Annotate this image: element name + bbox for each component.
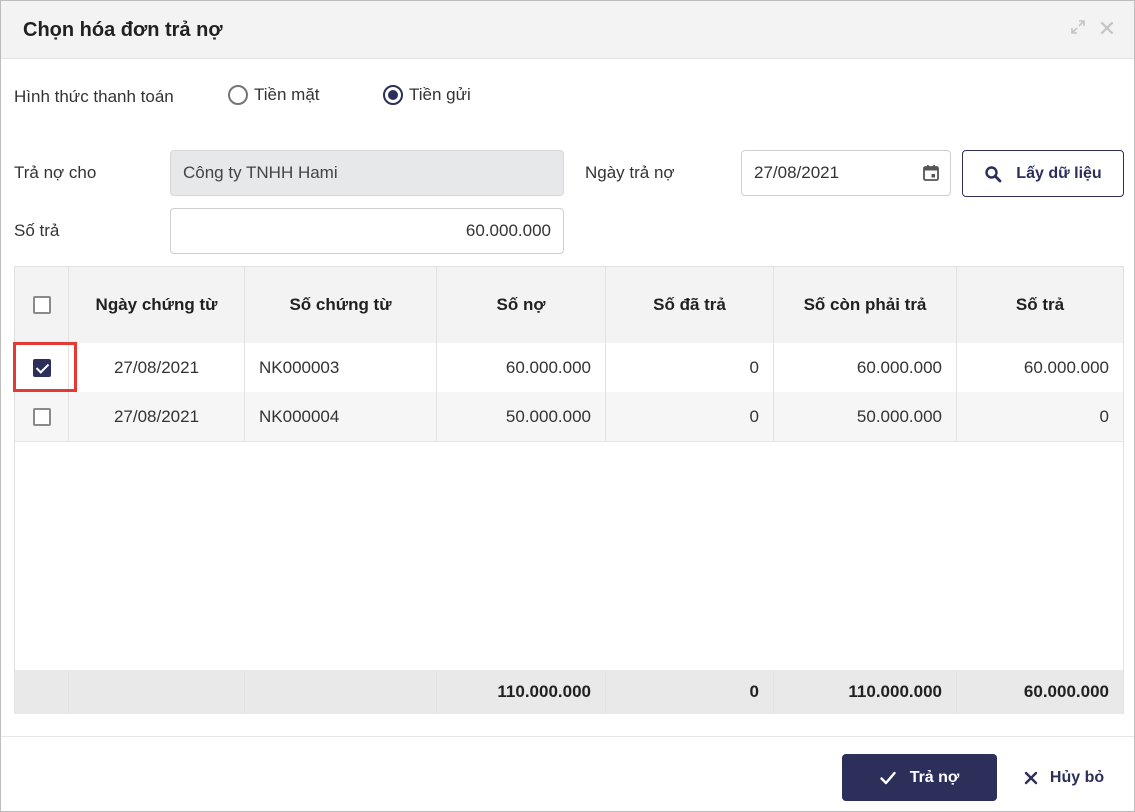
cell-paid: 0	[606, 392, 774, 441]
cancel-x-icon	[1024, 771, 1038, 784]
col-header-debt: Số nợ	[437, 267, 606, 343]
highlight-box	[13, 342, 77, 392]
dialog-title: Chọn hóa đơn trả nợ	[23, 19, 223, 41]
cell-paid: 0	[606, 343, 774, 392]
pay-date-label: Ngày trả nợ	[585, 163, 675, 182]
totals-empty-cell	[15, 670, 69, 714]
table-header: Ngày chứng từ Số chứng từ Số nợ Số đã tr…	[15, 267, 1123, 343]
row-select-cell	[15, 343, 69, 392]
col-header-remaining: Số còn phải trả	[774, 267, 957, 343]
totals-empty-cell	[69, 670, 245, 714]
pay-date-field[interactable]: 27/08/2021	[741, 150, 951, 196]
search-icon	[985, 165, 1002, 182]
cell-voucher: NK000004	[245, 392, 437, 441]
radio-deposit[interactable]: Tiền gửi	[383, 85, 471, 105]
amount-input[interactable]: 60.000.000	[170, 208, 564, 254]
fetch-data-button[interactable]: Lấy dữ liệu	[962, 150, 1124, 197]
radio-deposit-ring[interactable]	[383, 85, 403, 105]
row-checkbox[interactable]	[32, 358, 51, 377]
total-debt: 110.000.000	[437, 670, 606, 714]
col-header-pay: Số trả	[1015, 295, 1065, 314]
cell-remaining: 50.000.000	[774, 392, 957, 441]
radio-cash-label: Tiền mặt	[254, 85, 320, 104]
total-remaining: 110.000.000	[774, 670, 957, 714]
check-icon	[879, 771, 896, 784]
cell-date: 27/08/2021	[69, 343, 245, 392]
table-row[interactable]: 27/08/2021 NK000004 50.000.000 0 50.000.…	[15, 392, 1123, 442]
select-all-cell	[15, 267, 69, 343]
row-checkbox[interactable]	[32, 407, 51, 426]
amount-label: Số trả	[14, 221, 60, 240]
cancel-button[interactable]: Hủy bỏ	[1014, 754, 1114, 801]
radio-deposit-label: Tiền gửi	[409, 85, 471, 104]
radio-cash[interactable]: Tiền mặt	[228, 85, 320, 105]
pay-debt-button[interactable]: Trả nợ	[842, 754, 997, 801]
radio-cash-ring[interactable]	[228, 85, 248, 105]
pay-for-label: Trả nợ cho	[14, 163, 97, 182]
table-row[interactable]: 27/08/2021 NK000003 60.000.000 0 60.000.…	[15, 343, 1123, 392]
total-paid: 0	[606, 670, 774, 714]
select-all-checkbox[interactable]	[32, 296, 51, 314]
cell-debt: 50.000.000	[437, 392, 606, 441]
cell-voucher: NK000003	[245, 343, 437, 392]
cell-remaining: 60.000.000	[774, 343, 957, 392]
invoice-table: Ngày chứng từ Số chứng từ Số nợ Số đã tr…	[14, 266, 1124, 714]
cell-debt: 60.000.000	[437, 343, 606, 392]
pay-debt-label: Trả nợ	[909, 768, 960, 786]
totals-empty-cell	[245, 670, 437, 714]
fetch-data-label: Lấy dữ liệu	[1016, 164, 1102, 182]
dialog-header: Chọn hóa đơn trả nợ ✕	[1, 1, 1134, 59]
calendar-icon[interactable]	[922, 164, 940, 182]
pay-date-value: 27/08/2021	[754, 163, 840, 182]
table-totals-row: 110.000.000 0 110.000.000 60.000.000	[15, 670, 1123, 714]
cell-date: 27/08/2021	[69, 392, 245, 441]
col-header-voucher: Số chứng từ	[245, 267, 437, 343]
footer-divider	[1, 736, 1134, 737]
cancel-label: Hủy bỏ	[1049, 768, 1105, 786]
col-header-date: Ngày chứng từ	[69, 267, 245, 343]
close-icon[interactable]: ✕	[1097, 16, 1117, 41]
expand-icon[interactable]	[1068, 19, 1088, 39]
cell-pay[interactable]: 60.000.000	[1023, 357, 1109, 377]
total-pay: 60.000.000	[1023, 682, 1109, 701]
cell-pay[interactable]: 0	[1099, 406, 1109, 426]
col-header-paid: Số đã trả	[606, 267, 774, 343]
row-select-cell	[15, 392, 69, 441]
pay-for-field: Công ty TNHH Hami	[170, 150, 564, 196]
payment-method-label: Hình thức thanh toán	[14, 87, 174, 106]
